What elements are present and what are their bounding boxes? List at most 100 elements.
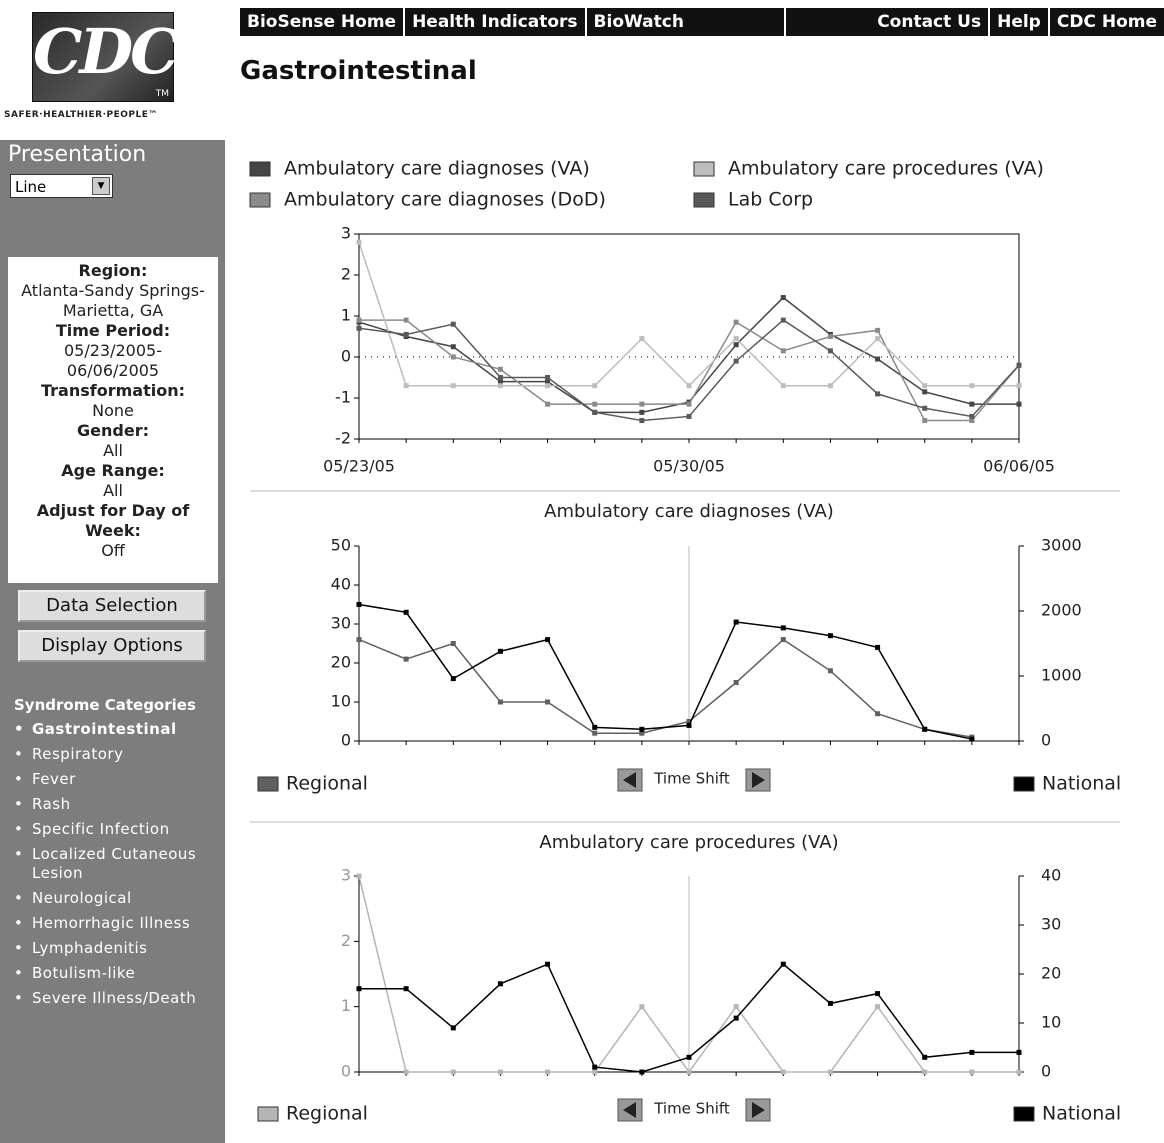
data-point — [545, 383, 551, 389]
category-link[interactable]: Localized Cutaneous Lesion — [14, 845, 222, 883]
data-point — [497, 379, 503, 385]
data-point — [733, 358, 739, 364]
nav-link[interactable]: BioSense Home — [240, 8, 406, 36]
data-point — [969, 418, 975, 424]
category-link[interactable]: Specific Infection — [14, 820, 222, 839]
data-point — [639, 1069, 645, 1075]
data-selection-button[interactable]: Data Selection — [18, 590, 206, 622]
category-link[interactable]: Rash — [14, 795, 222, 814]
legend-swatch — [1013, 1106, 1035, 1122]
data-point — [969, 1049, 975, 1055]
y-tick-label: 10 — [331, 692, 351, 711]
data-point — [733, 1015, 739, 1021]
y-tick-label: 0 — [341, 347, 351, 366]
cdc-logo[interactable]: CDC TM — [32, 12, 179, 102]
charts: -2 -1 0 1 2 3 05/23/05 05/30/05 06/06/05 Ambulato… — [249, 158, 1121, 1125]
data-point — [1016, 401, 1022, 407]
info-label: Region: — [78, 261, 148, 280]
data-point — [922, 1054, 928, 1060]
legend-swatch — [693, 161, 715, 177]
data-point — [875, 327, 881, 333]
category-link[interactable]: Gastrointestinal — [14, 720, 222, 739]
nav-link[interactable]: Help — [990, 8, 1050, 36]
select-value: Line — [15, 178, 47, 196]
x-tick-label: 05/23/05 — [323, 457, 395, 476]
data-point — [497, 981, 503, 987]
display-options-button[interactable]: Display Options — [18, 630, 206, 662]
data-point — [686, 719, 692, 724]
data-point — [497, 375, 503, 380]
category-link[interactable]: Botulism-like — [14, 964, 222, 983]
data-point — [639, 726, 645, 732]
data-point — [450, 354, 456, 360]
data-point — [356, 239, 362, 245]
y-tick-label: 0 — [341, 1062, 351, 1081]
data-point — [969, 1069, 975, 1075]
data-point — [1016, 383, 1022, 389]
presentation-select[interactable]: Line ▼ — [10, 174, 113, 198]
legend-swatch — [257, 776, 279, 792]
nav-link[interactable]: Contact Us — [870, 8, 991, 36]
data-point — [969, 413, 975, 419]
category-link[interactable]: Neurological — [14, 889, 222, 908]
data-point — [450, 676, 456, 682]
y-tick-label: 40 — [331, 575, 351, 594]
x-tick-label: 05/30/05 — [653, 457, 725, 476]
nav-left: BioSense Home Health Indicators BioWatch — [240, 8, 786, 36]
data-point — [639, 1004, 645, 1010]
data-point — [592, 1064, 598, 1070]
info-label: Adjust for Day of Week: — [36, 501, 190, 540]
data-point — [403, 986, 409, 992]
time-shift-label: Time Shift — [653, 1100, 730, 1118]
legend-swatch — [249, 161, 271, 177]
category-link[interactable]: Hemorrhagic Illness — [14, 914, 222, 933]
chart-title: Ambulatory care procedures (VA) — [539, 832, 838, 853]
time-shift-arrow — [623, 772, 636, 788]
data-point — [403, 1069, 409, 1075]
data-point — [497, 648, 503, 654]
y-tick-label: 30 — [331, 614, 351, 633]
data-point — [922, 726, 928, 732]
y2-tick-label: 2000 — [1041, 601, 1082, 620]
info-value: Atlanta-Sandy Springs-Marietta, GA — [21, 281, 205, 320]
data-point — [733, 336, 739, 342]
y-tick-label: 1 — [341, 996, 351, 1015]
data-point — [733, 342, 739, 348]
info-value: All — [103, 481, 123, 500]
nav-link[interactable]: BioWatch — [587, 8, 786, 36]
data-point — [969, 736, 975, 742]
category-link[interactable]: Severe Illness/Death — [14, 989, 222, 1008]
data-point — [592, 383, 598, 389]
series-line — [358, 296, 1019, 414]
data-point — [450, 344, 456, 350]
data-point — [356, 317, 362, 323]
legend-label: Ambulatory care diagnoses (VA) — [284, 158, 590, 180]
data-point — [639, 409, 645, 415]
data-point — [827, 633, 833, 639]
data-point — [403, 317, 409, 323]
y-tick-label: -1 — [335, 388, 351, 407]
y-tick-label: 2 — [341, 931, 351, 950]
legend-label: Ambulatory care diagnoses (DoD) — [284, 189, 606, 211]
data-point — [497, 383, 503, 389]
data-point — [875, 336, 881, 342]
data-point — [403, 383, 409, 389]
data-point — [450, 321, 456, 327]
category-link[interactable]: Respiratory — [14, 745, 222, 764]
series-line — [358, 603, 973, 740]
nav-link[interactable]: CDC Home — [1056, 12, 1157, 32]
logo-tm: TM — [155, 89, 169, 99]
nav-link[interactable]: Health Indicators — [405, 8, 587, 36]
page-title: Gastrointestinal — [240, 56, 477, 86]
info-value: 05/23/2005-06/06/2005 — [64, 341, 162, 380]
data-point — [733, 319, 739, 325]
select-arrow[interactable]: ▼ — [92, 177, 110, 195]
legend-label: Ambulatory care procedures (VA) — [728, 158, 1044, 180]
category-link[interactable]: Fever — [14, 770, 222, 789]
data-point — [356, 986, 362, 992]
data-point — [545, 637, 551, 643]
legend-swatch — [249, 192, 271, 208]
category-link[interactable]: Lymphadenitis — [14, 939, 222, 958]
y-tick-label: 3 — [341, 224, 351, 243]
data-point — [875, 391, 881, 397]
